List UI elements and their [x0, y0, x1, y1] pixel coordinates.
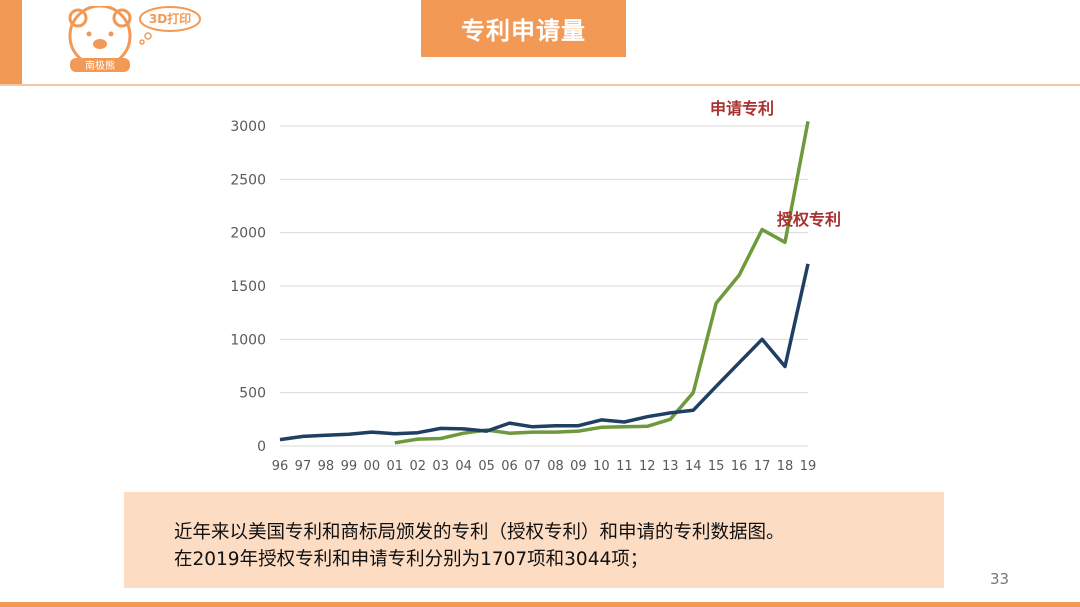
x-tick-label: 02	[409, 459, 426, 474]
bottom-accent-line	[0, 602, 1080, 607]
x-tick-label: 17	[754, 459, 771, 474]
x-tick-label: 99	[341, 459, 358, 474]
x-tick-label: 12	[639, 459, 656, 474]
caption-line-1: 近年来以美国专利和商标局颁发的专利（授权专利）和申请的专利数据图。	[174, 522, 785, 543]
y-tick-label: 3000	[230, 119, 266, 135]
series-line	[279, 263, 810, 442]
header-divider	[0, 84, 1080, 86]
x-tick-label: 06	[501, 459, 518, 474]
y-tick-label: 0	[257, 439, 266, 455]
patent-line-chart: 0 500 1000 1500 2000 2500 3000 96 97 98 99 00 01 02 03…	[230, 99, 841, 474]
x-tick-label: 09	[570, 459, 587, 474]
brand-logo: 南极熊 3D打印	[68, 6, 201, 72]
x-tick-label: 01	[387, 459, 404, 474]
page-number: 33	[990, 570, 1010, 588]
x-tick-label: 15	[708, 459, 725, 474]
x-tick-label: 18	[777, 459, 794, 474]
y-tick-label: 2000	[230, 226, 266, 242]
x-tick-label: 05	[478, 459, 495, 474]
logo-bear-icon	[68, 6, 132, 68]
x-tick-label: 98	[318, 459, 335, 474]
x-tick-label: 03	[432, 459, 449, 474]
x-tick-label: 14	[685, 459, 702, 474]
left-accent-bar	[0, 0, 22, 84]
caption-box: 近年来以美国专利和商标局颁发的专利（授权专利）和申请的专利数据图。 在2019年…	[124, 492, 944, 588]
y-tick-label: 2500	[230, 172, 266, 188]
x-tick-label: 96	[272, 459, 289, 474]
series-label-applied: 申请专利	[710, 99, 774, 118]
logo-name-text: 南极熊	[85, 59, 115, 72]
x-tick-label: 19	[800, 459, 817, 474]
page-title: 专利申请量	[421, 0, 626, 57]
series-label-granted: 授权专利	[777, 210, 841, 229]
y-tick-label: 1000	[230, 332, 266, 348]
x-tick-label: 00	[364, 459, 381, 474]
x-tick-label: 08	[547, 459, 564, 474]
logo-badge-text: 3D打印	[149, 11, 191, 26]
caption-line-2: 在2019年授权专利和申请专利分别为1707项和3044项；	[174, 549, 649, 570]
x-tick-label: 07	[524, 459, 541, 474]
x-tick-label: 04	[455, 459, 472, 474]
x-tick-label: 11	[616, 459, 633, 474]
x-tick-label: 16	[731, 459, 748, 474]
y-tick-label: 1500	[230, 279, 266, 295]
x-tick-label: 10	[593, 459, 610, 474]
x-tick-label: 97	[295, 459, 312, 474]
x-tick-label: 13	[662, 459, 679, 474]
y-tick-label: 500	[239, 386, 266, 402]
series-line	[394, 120, 810, 445]
